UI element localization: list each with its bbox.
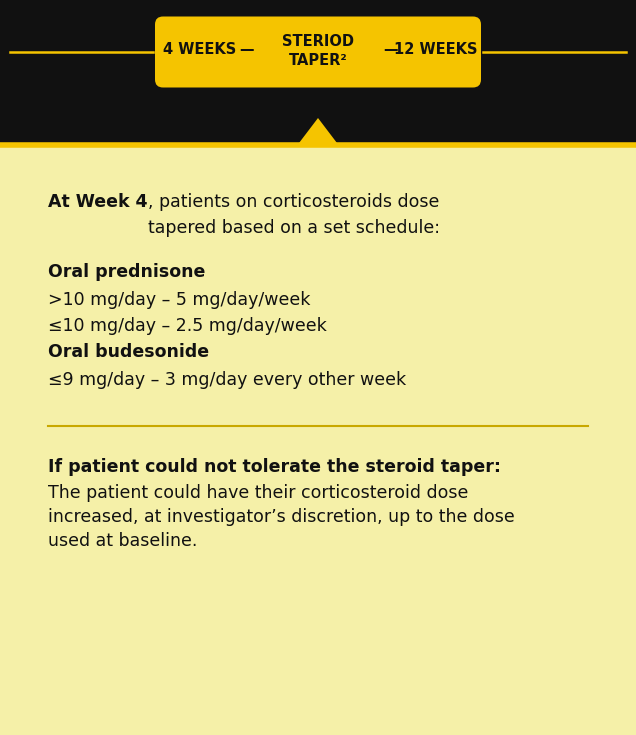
Text: 4 WEEKS: 4 WEEKS — [163, 41, 237, 57]
Text: The patient could have their corticosteroid dose: The patient could have their corticoster… — [48, 484, 468, 502]
Text: At Week 4: At Week 4 — [48, 193, 148, 211]
Text: ≤9 mg/day – 3 mg/day every other week: ≤9 mg/day – 3 mg/day every other week — [48, 371, 406, 389]
Text: >10 mg/day – 5 mg/day/week: >10 mg/day – 5 mg/day/week — [48, 291, 310, 309]
Text: 12 WEEKS: 12 WEEKS — [394, 41, 478, 57]
Text: TAPER²: TAPER² — [289, 52, 347, 68]
Text: increased, at investigator’s discretion, up to the dose: increased, at investigator’s discretion,… — [48, 508, 515, 526]
Text: used at baseline.: used at baseline. — [48, 532, 197, 550]
Text: , patients on corticosteroids dose
tapered based on a set schedule:: , patients on corticosteroids dose taper… — [148, 193, 439, 237]
Text: STERIOD: STERIOD — [282, 34, 354, 49]
Bar — [0, 145, 636, 735]
Text: ≤10 mg/day – 2.5 mg/day/week: ≤10 mg/day – 2.5 mg/day/week — [48, 317, 327, 335]
Text: Oral prednisone: Oral prednisone — [48, 263, 205, 281]
Polygon shape — [299, 118, 337, 143]
Text: —: — — [238, 41, 253, 57]
Text: Oral budesonide: Oral budesonide — [48, 343, 209, 361]
Text: —: — — [383, 41, 398, 57]
FancyBboxPatch shape — [155, 16, 481, 87]
Text: If patient could not tolerate the steroid taper:: If patient could not tolerate the steroi… — [48, 458, 501, 476]
